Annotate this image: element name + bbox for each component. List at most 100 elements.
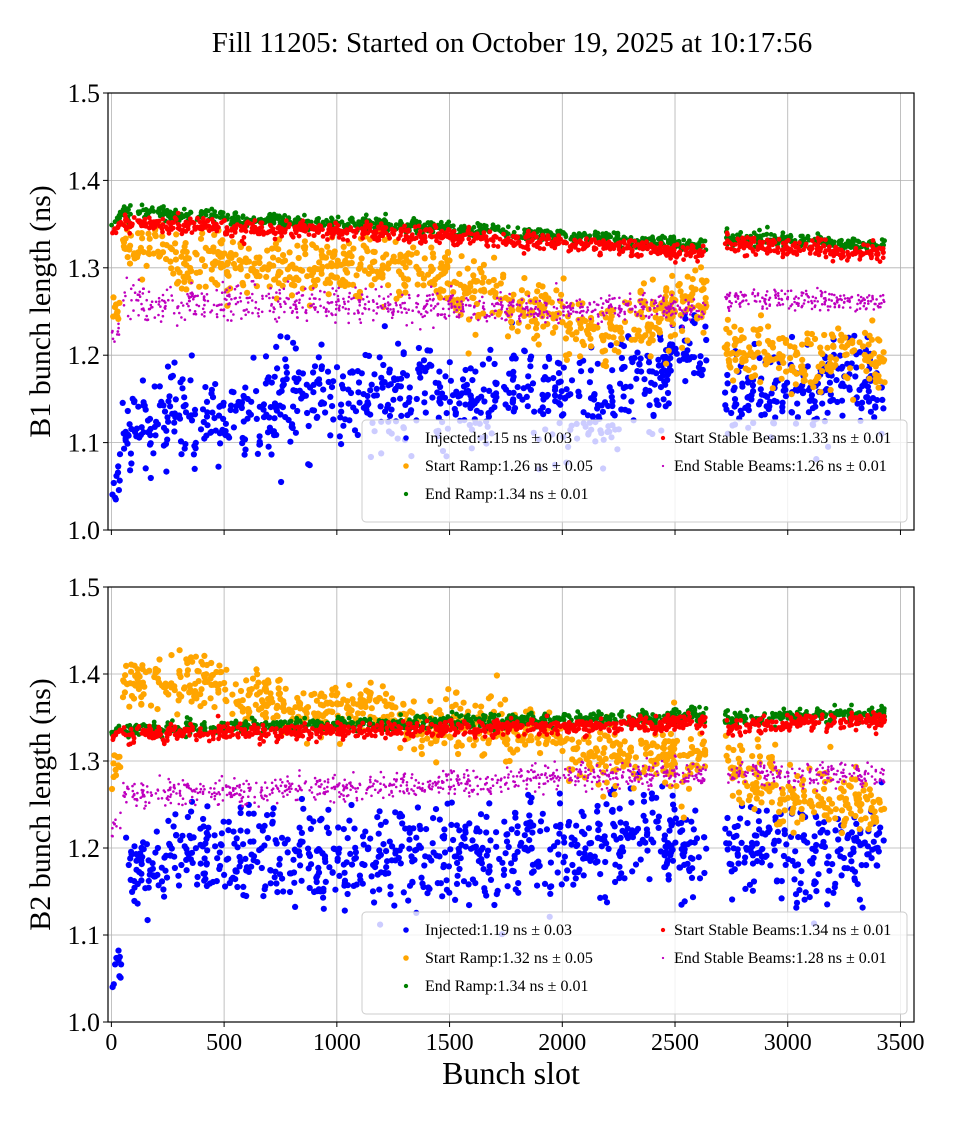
data-point — [766, 406, 772, 412]
data-point — [255, 301, 258, 304]
data-point — [265, 376, 271, 382]
data-point — [550, 330, 556, 336]
data-point — [835, 296, 838, 299]
data-point — [345, 238, 350, 243]
data-point — [448, 378, 454, 384]
data-point — [139, 291, 142, 294]
data-point — [243, 224, 248, 229]
data-point — [672, 302, 675, 305]
data-point — [287, 298, 290, 301]
data-point — [404, 308, 407, 311]
data-point — [482, 230, 487, 235]
data-point — [183, 402, 189, 408]
data-point — [622, 238, 627, 243]
data-point — [160, 886, 166, 892]
data-point — [162, 294, 165, 297]
data-point — [456, 301, 459, 304]
data-point — [353, 312, 356, 315]
data-point — [334, 364, 340, 370]
y-tick-label: 1.1 — [68, 921, 101, 950]
data-point — [383, 212, 388, 217]
data-point — [735, 294, 738, 297]
data-point — [819, 401, 825, 407]
data-point — [152, 850, 158, 856]
data-point — [692, 267, 698, 273]
data-point — [861, 242, 866, 247]
data-point — [450, 285, 453, 288]
data-point — [691, 244, 696, 249]
data-point — [627, 384, 633, 390]
data-point — [698, 264, 704, 270]
data-point — [534, 308, 537, 311]
data-point — [232, 313, 235, 316]
data-point — [283, 311, 286, 314]
data-point — [244, 273, 250, 279]
data-point — [636, 333, 642, 339]
data-point — [264, 812, 270, 818]
data-point — [181, 279, 187, 285]
data-point — [272, 311, 275, 314]
data-point — [789, 305, 792, 308]
data-point — [737, 297, 740, 300]
data-point — [375, 236, 380, 241]
data-point — [592, 310, 595, 313]
data-point — [618, 249, 623, 254]
data-point — [600, 348, 606, 354]
data-point — [637, 246, 642, 251]
data-point — [409, 252, 415, 258]
data-point — [695, 259, 700, 264]
data-point — [484, 316, 487, 319]
data-point — [576, 393, 582, 399]
data-point — [159, 305, 162, 308]
data-point — [273, 880, 279, 886]
data-point — [280, 306, 283, 309]
data-point — [171, 420, 177, 426]
data-point — [287, 280, 290, 283]
data-point — [241, 395, 247, 401]
data-point — [326, 291, 332, 297]
data-point — [691, 308, 694, 311]
data-point — [677, 304, 680, 307]
x-tick-label: 2000 — [538, 1030, 586, 1056]
data-point — [881, 250, 886, 255]
data-point — [462, 306, 465, 309]
data-point — [188, 856, 194, 862]
data-point — [114, 230, 119, 235]
data-point — [858, 405, 864, 411]
data-point — [691, 304, 694, 307]
data-point — [484, 224, 489, 229]
data-point — [600, 409, 606, 415]
data-point — [800, 306, 803, 309]
data-point — [629, 292, 632, 295]
data-point — [373, 229, 378, 234]
data-point — [212, 843, 218, 849]
data-point — [568, 315, 571, 318]
data-point — [399, 304, 402, 307]
data-point — [278, 289, 281, 292]
data-point — [151, 306, 154, 309]
data-point — [200, 816, 206, 822]
data-point — [396, 236, 401, 241]
data-point — [805, 235, 810, 240]
data-point — [648, 322, 654, 328]
y-tick-label: 1.4 — [68, 166, 101, 195]
data-point — [873, 363, 879, 369]
data-point — [447, 359, 453, 365]
data-point — [212, 381, 218, 387]
data-point — [597, 323, 600, 326]
data-point — [634, 311, 637, 314]
data-point — [774, 294, 777, 297]
data-point — [387, 236, 392, 241]
data-point — [217, 849, 223, 855]
data-point — [352, 234, 357, 239]
data-point — [268, 451, 274, 457]
data-point — [619, 366, 625, 372]
data-point — [511, 301, 514, 304]
data-point — [656, 363, 662, 369]
data-point — [741, 242, 746, 247]
data-point — [183, 846, 189, 852]
data-point — [641, 298, 644, 301]
data-point — [557, 312, 560, 315]
data-point — [617, 381, 623, 387]
data-point — [869, 317, 875, 323]
